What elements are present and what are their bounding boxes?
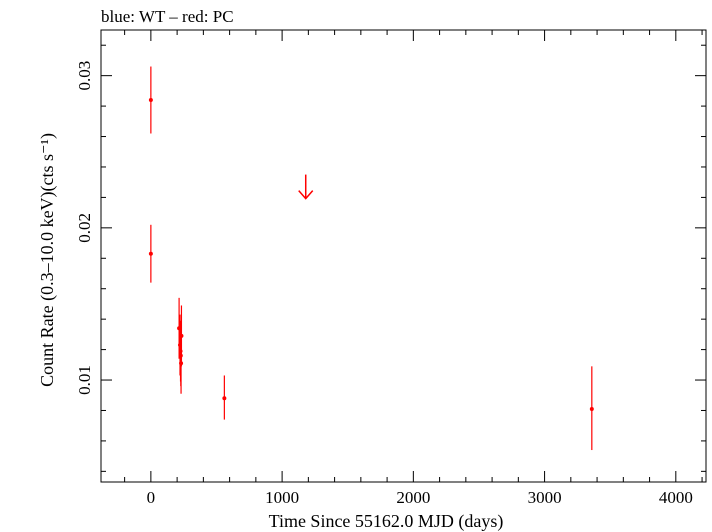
data-points [148,66,594,451]
axis-ticks [101,30,706,482]
x-tick-label: 1000 [265,488,299,507]
y-tick-label: 0.01 [75,365,94,395]
data-point [179,333,184,338]
data-point [589,406,594,411]
y-axis-label: Count Rate (0.3–10.0 keV)(cts s⁻¹) [37,133,58,387]
tick-labels: 0 1000 2000 3000 4000 0.01 0.02 0.03 [75,61,693,507]
upper-limit-head [298,190,314,200]
x-tick-label: 2000 [396,488,430,507]
x-axis-label: Time Since 55162.0 MJD (days) [269,511,504,532]
plot-frame [100,29,707,483]
x-tick-label: 0 [147,488,156,507]
upper-limit-arrow [298,174,314,200]
x-tick-label: 4000 [659,488,693,507]
data-point [148,251,153,256]
y-tick-label: 0.03 [75,61,94,91]
chart-title: blue: WT – red: PC [101,7,234,26]
y-tick-label: 0.02 [75,213,94,243]
data-point [222,396,227,401]
x-tick-label: 3000 [528,488,562,507]
data-point [148,98,153,103]
